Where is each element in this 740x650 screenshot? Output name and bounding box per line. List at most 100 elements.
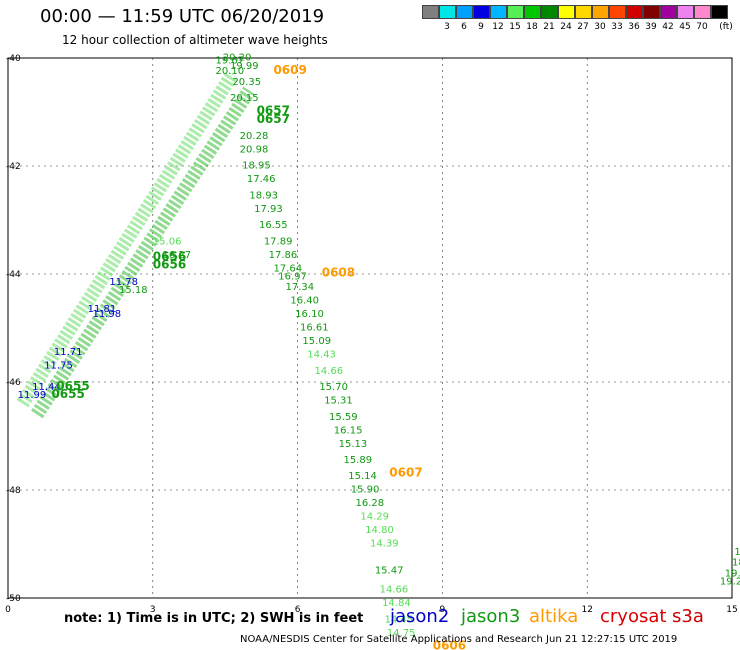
data-point: 15.59: [329, 412, 358, 423]
legend-swatch: [677, 5, 694, 19]
legend-swatch: [524, 5, 541, 19]
data-point: 20.10: [216, 66, 245, 77]
pass-label: 0656: [153, 250, 186, 264]
data-point: 18.95: [242, 161, 271, 172]
data-point: 11.71: [54, 347, 83, 358]
x-tick-label: 15: [726, 605, 737, 615]
legend-swatch: [422, 5, 439, 19]
data-point: 14.45: [384, 614, 413, 625]
legend-swatch: [490, 5, 507, 19]
pass-label: 0606: [433, 638, 466, 650]
data-point: 14.84: [382, 598, 411, 609]
y-tick-label: -44: [6, 270, 21, 280]
legend-label: 42: [662, 22, 674, 32]
legend-label: 3: [444, 22, 450, 32]
pass-label: 0656: [153, 258, 186, 272]
x-tick-label: 0: [5, 605, 11, 615]
chart-subtitle: 12 hour collection of altimeter wave hei…: [62, 33, 328, 47]
satellite-jason2: jason2: [390, 606, 450, 627]
satellite-jason3: jason3: [461, 606, 521, 627]
satellite-s3a: s3a: [672, 606, 704, 627]
legend-swatch: [575, 5, 592, 19]
data-point: 15.09: [302, 336, 331, 347]
legend-label: 21: [543, 22, 555, 32]
y-tick-label: -40: [6, 54, 21, 64]
legend-swatch: [643, 5, 660, 19]
legend-label: 9: [478, 22, 484, 32]
legend-swatch: [473, 5, 490, 19]
data-point: 16.28: [356, 498, 385, 509]
data-point: 19.25: [720, 577, 740, 588]
track-band: [31, 86, 256, 419]
legend-swatch: [507, 5, 524, 19]
legend-label: 30: [594, 22, 606, 32]
data-point: 20.20: [223, 53, 252, 64]
pass-label: 0607: [389, 466, 422, 480]
legend-swatch: [592, 5, 609, 19]
data-point: 15.47: [375, 566, 404, 577]
data-point: 16.61: [300, 323, 329, 334]
data-point: 17.64: [273, 263, 302, 274]
y-tick-label: -48: [6, 486, 21, 496]
pass-label: 0657: [257, 104, 290, 118]
data-point: 19.99: [230, 61, 259, 72]
legend-swatch: [558, 5, 575, 19]
data-point: 15.18: [119, 285, 148, 296]
data-point: 20.35: [232, 77, 261, 88]
data-point: 17.93: [254, 204, 283, 215]
legend-swatch: [711, 5, 728, 19]
legend-label: 6: [461, 22, 467, 32]
data-point: 17.89: [264, 236, 293, 247]
data-point: 15.70: [319, 382, 348, 393]
legend-swatch: [660, 5, 677, 19]
legend-swatch: [456, 5, 473, 19]
data-point: 11.98: [92, 309, 121, 320]
data-point: 11.81: [88, 304, 117, 315]
legend-swatch: [694, 5, 711, 19]
data-point: 15.06: [153, 236, 182, 247]
data-point: 19.59: [725, 568, 740, 579]
legend-label: 12: [492, 22, 504, 32]
data-point: 14.75: [387, 628, 416, 639]
legend-swatch: [439, 5, 456, 19]
legend-label: 33: [611, 22, 623, 32]
data-point: 15.14: [348, 471, 377, 482]
footer-note: note: 1) Time is in UTC; 2) SWH is in fe…: [64, 611, 364, 626]
track-band: [16, 70, 239, 408]
data-point: 11.99: [18, 390, 47, 401]
y-tick-label: -50: [6, 594, 21, 604]
data-point: 20.28: [240, 131, 269, 142]
data-point: 15.90: [351, 485, 380, 496]
pass-label: 0609: [273, 63, 306, 77]
data-point: 18.5: [732, 558, 740, 569]
legend-swatch: [609, 5, 626, 19]
data-point: 14.39: [370, 539, 399, 550]
legend-label: 15: [509, 22, 521, 32]
legend-label: 36: [628, 22, 640, 32]
satellite-altika: altika: [529, 606, 579, 627]
color-scale-legend: 3 6 9 12 15 18 21 24 27 30 33 36 39 42 45 70 (ft): [422, 5, 733, 35]
data-point: 20.98: [240, 145, 269, 156]
data-point: 18.93: [249, 190, 278, 201]
legend-label: 39: [645, 22, 657, 32]
data-point: 15.31: [324, 396, 353, 407]
data-point: 15.89: [343, 455, 372, 466]
data-point: 17.86: [269, 250, 298, 261]
data-point: 11.78: [109, 277, 138, 288]
data-point: 14.80: [365, 525, 394, 536]
data-point: 19.67: [216, 55, 245, 66]
credit-line: NOAA/NESDIS Center for Satellite Applica…: [240, 634, 678, 645]
data-point: 17.34: [286, 282, 315, 293]
x-tick-label: 3: [150, 605, 156, 615]
x-tick-label: 9: [440, 605, 446, 615]
y-tick-label: -46: [6, 378, 21, 388]
pass-label: 0608: [322, 266, 355, 280]
plot-frame: [7, 57, 733, 599]
legend-label: 70: [696, 22, 708, 32]
satellite-cryosat: cryosat: [600, 606, 667, 627]
data-point: 11.44: [32, 382, 61, 393]
legend-label: 24: [560, 22, 572, 32]
data-point: 15.13: [339, 439, 368, 450]
chart-title: 00:00 — 11:59 UTC 06/20/2019: [40, 6, 325, 27]
